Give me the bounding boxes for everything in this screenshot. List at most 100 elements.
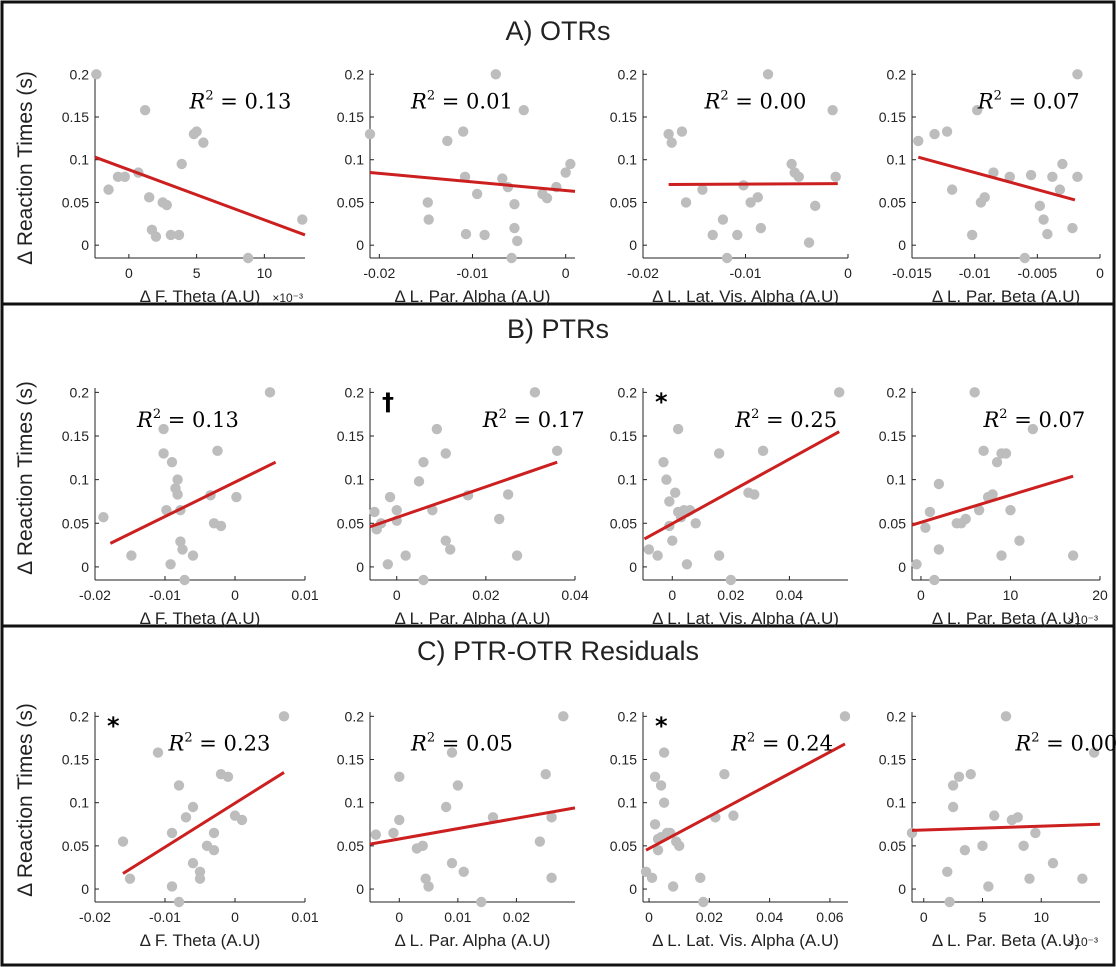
x-axis-label: Δ F. Theta (A.U)	[140, 931, 261, 950]
data-point	[173, 896, 185, 908]
x-tick-label: 0	[645, 909, 653, 925]
data-point	[652, 550, 663, 561]
data-point	[929, 128, 940, 140]
y-tick-label: 0	[898, 881, 906, 897]
data-point	[187, 801, 199, 813]
data-point	[649, 771, 661, 782]
y-tick-label: 0	[356, 237, 364, 253]
x-axis-label: Δ L. Par. Alpha (A.U)	[395, 609, 551, 628]
data-point	[242, 252, 254, 264]
data-point	[834, 387, 845, 398]
y-tick-label: 0.2	[618, 708, 638, 724]
regression-line	[109, 460, 277, 545]
x-tick-label: 20	[1092, 587, 1108, 603]
data-point	[676, 126, 688, 137]
data-point	[1047, 171, 1058, 183]
data-point	[695, 872, 706, 884]
y-tick-label: 0.2	[618, 66, 638, 82]
data-point	[933, 544, 945, 555]
data-point	[459, 171, 471, 183]
data-point	[971, 104, 983, 116]
x-tick-label: -0.01	[730, 265, 762, 281]
data-point	[973, 504, 985, 516]
y-tick-label: 0.1	[618, 472, 638, 488]
y-tick-label: 0.1	[70, 152, 90, 168]
data-point	[91, 69, 102, 80]
data-point	[745, 197, 756, 208]
y-tick-label: 0.2	[887, 384, 907, 400]
data-point	[1047, 857, 1059, 869]
y-tick-label: 0.2	[345, 66, 365, 82]
data-point	[179, 574, 190, 586]
data-point	[502, 489, 514, 500]
regression-line	[911, 822, 1101, 832]
data-point	[969, 387, 980, 398]
data-point	[173, 780, 185, 791]
data-point	[422, 197, 433, 208]
data-point	[166, 827, 178, 839]
x-tick-label: 0	[917, 587, 925, 603]
data-point	[1012, 812, 1023, 823]
data-point	[124, 873, 136, 884]
r-squared-value: 0.00	[760, 89, 807, 113]
r-squared-value: 0.24	[786, 732, 833, 756]
x-tick-label: -0.01	[959, 265, 991, 281]
x-tick-label: 0.02	[696, 909, 723, 925]
data-point	[161, 199, 173, 211]
r-squared-value: 0.07	[1033, 89, 1080, 113]
y-tick-label: 0	[356, 559, 364, 575]
data-point	[264, 387, 276, 398]
y-tick-label: 0.05	[879, 194, 906, 210]
y-tick-label: 0.1	[345, 152, 365, 168]
data-point	[1027, 423, 1039, 435]
data-point	[667, 535, 678, 546]
data-point	[953, 771, 965, 782]
x-tick-label: 0	[668, 587, 676, 603]
regression-line	[94, 155, 306, 237]
r-squared-label: R2 = 0.01	[410, 88, 513, 113]
data-point	[103, 184, 114, 195]
data-point	[965, 768, 976, 780]
data-point	[177, 544, 188, 555]
data-point	[827, 104, 838, 116]
data-point	[369, 506, 380, 518]
data-point	[755, 222, 767, 234]
scatter-plot: 0 0.05 0.1 0.15 0.2 -0.02 -0.01 0 Δ L. Lat. Vis.…	[610, 66, 852, 306]
x-axis-label: Δ L. Lat. Vis. Alpha (A.U)	[652, 609, 839, 628]
y-tick-label: 0.2	[887, 708, 907, 724]
y-tick-label: 0.1	[618, 152, 638, 168]
data-point	[942, 866, 953, 877]
r-squared-value: 0.17	[538, 408, 585, 432]
r-squared-value: 0.23	[224, 732, 271, 756]
y-tick-label: 0	[629, 559, 637, 575]
regression-line	[645, 742, 846, 852]
y-tick-label: 0.1	[887, 472, 907, 488]
data-point	[143, 192, 155, 203]
data-point	[920, 522, 931, 533]
x-axis-label: Δ L. Par. Beta (A.U)	[932, 931, 1080, 950]
y-axis-label-a: Δ Reaction Times (s)	[14, 71, 37, 265]
y-tick-label: 0.15	[337, 109, 364, 125]
data-point	[725, 574, 737, 586]
data-point	[663, 128, 674, 140]
data-point	[1038, 214, 1049, 225]
data-point	[661, 474, 672, 485]
r-squared-value: 0.05	[466, 732, 513, 756]
regression-line	[122, 771, 285, 875]
y-tick-label: 0.05	[879, 515, 906, 531]
data-point	[364, 128, 376, 140]
data-point	[208, 844, 220, 856]
data-point	[652, 844, 664, 856]
data-point	[175, 536, 186, 547]
r-squared-label: R2 = 0.24	[730, 731, 833, 756]
data-point	[551, 445, 563, 457]
data-point	[150, 231, 162, 242]
x-tick-label: 0	[1096, 265, 1104, 281]
data-point	[222, 771, 234, 782]
significance-marker: *	[107, 712, 120, 740]
x-tick-label: -0.015	[892, 265, 932, 281]
data-point	[979, 192, 990, 203]
data-point	[991, 456, 1003, 468]
data-point	[442, 135, 453, 147]
data-point	[509, 198, 520, 210]
